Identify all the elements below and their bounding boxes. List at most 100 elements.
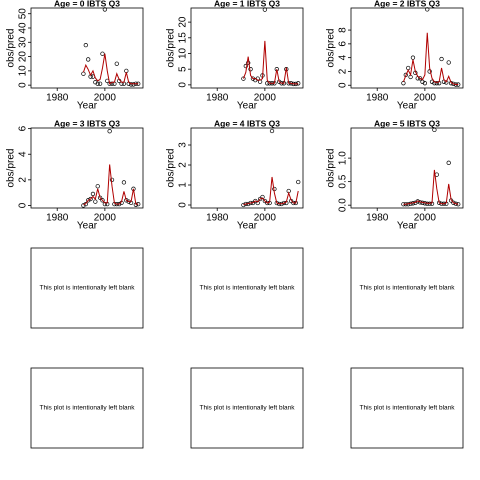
pred-line [83, 164, 139, 206]
x-tick-label: 1980 [206, 213, 229, 224]
x-axis-label: Year [397, 101, 418, 112]
obs-point [439, 56, 444, 62]
blank-frame [190, 247, 304, 329]
obs-point [269, 128, 275, 134]
y-tick-label: 50 [18, 8, 29, 20]
obs-point [262, 7, 268, 12]
y-tick-label: 2 [338, 68, 349, 74]
obs-point [296, 179, 301, 185]
panel-title: Age = 3 IBTS Q3 [54, 118, 120, 128]
y-tick-label: 30 [18, 36, 29, 48]
obs-point [241, 202, 246, 208]
obs-point [248, 67, 253, 72]
obs-point [114, 61, 119, 66]
obs-point [109, 177, 115, 182]
obs-point [95, 184, 100, 189]
x-axis-label: Year [397, 221, 418, 232]
plot-frame [350, 127, 464, 209]
y-tick-label: 0 [18, 82, 29, 88]
blank-frame [190, 367, 304, 449]
x-tick-label: 2000 [254, 213, 277, 224]
y-axis-label: obs/pred [326, 29, 337, 68]
obs-point [95, 81, 100, 86]
panel-title: Age = 5 IBTS Q3 [374, 118, 440, 128]
obs-point [265, 200, 270, 206]
obs-point [417, 76, 423, 81]
x-axis-label: Year [77, 221, 98, 232]
pred-line [402, 32, 459, 86]
y-tick-label: 10 [178, 47, 189, 59]
obs-point [102, 7, 108, 12]
obs-point [128, 82, 134, 87]
obs-point [432, 127, 437, 133]
panel-title: Age = 1 IBTS Q3 [214, 0, 280, 8]
y-tick-label: 8 [338, 27, 349, 33]
y-tick-label: 0 [18, 202, 29, 208]
plot-frame [30, 7, 144, 89]
blank-frame [350, 247, 464, 329]
blank-text: This plot is intentionally left blank [359, 285, 455, 292]
y-axis-label: obs/pred [6, 29, 17, 68]
y-axis-label: obs/pred [326, 149, 337, 188]
x-axis-label: Year [237, 101, 258, 112]
x-tick-label: 2000 [254, 93, 277, 104]
obs-point [107, 129, 112, 134]
obs-point [86, 57, 91, 62]
x-tick-label: 2000 [414, 213, 437, 224]
y-tick-label: 1 [178, 182, 189, 188]
x-tick-label: 2000 [94, 93, 117, 104]
obs-point [86, 198, 91, 203]
obs-point [410, 55, 416, 60]
y-tick-label: 5 [178, 66, 189, 72]
blank-text: This plot is intentionally left blank [39, 405, 135, 412]
panel-title: Age = 2 IBTS Q3 [374, 0, 440, 8]
x-tick-label: 1980 [366, 213, 389, 224]
obs-point [296, 81, 301, 86]
obs-point [281, 200, 287, 206]
x-axis-label: Year [237, 221, 258, 232]
obs-point [90, 191, 96, 197]
x-tick-label: 2000 [414, 93, 437, 104]
y-axis-label: obs/pred [166, 29, 177, 68]
y-tick-label: 4 [338, 54, 349, 60]
y-axis-label: obs/pred [6, 149, 17, 188]
obs-point [422, 81, 428, 86]
y-tick-label: 20 [178, 16, 189, 28]
obs-point [83, 42, 88, 48]
obs-point [121, 180, 127, 185]
x-tick-label: 1980 [366, 93, 389, 104]
blank-frame [30, 247, 144, 329]
y-tick-label: 2 [178, 162, 189, 168]
blank-frame [350, 367, 464, 449]
y-tick-label: 4 [18, 151, 29, 157]
pred-line [403, 169, 459, 205]
x-axis-label: Year [77, 101, 98, 112]
x-tick-label: 1980 [46, 93, 69, 104]
blank-text: This plot is intentionally left blank [359, 405, 455, 412]
y-tick-label: 15 [178, 32, 189, 44]
y-tick-label: 0 [178, 202, 189, 208]
x-tick-label: 1980 [206, 93, 229, 104]
obs-point [241, 76, 246, 81]
obs-point [93, 199, 98, 204]
obs-point [81, 71, 86, 76]
y-tick-label: 0.5 [338, 174, 349, 188]
obs-point [97, 81, 103, 86]
blank-text: This plot is intentionally left blank [39, 285, 135, 292]
x-tick-label: 1980 [46, 213, 69, 224]
obs-point [425, 7, 430, 12]
x-tick-label: 2000 [94, 213, 117, 224]
y-tick-label: 3 [178, 142, 189, 148]
obs-point [131, 82, 136, 87]
y-tick-label: 0 [178, 82, 189, 88]
y-tick-label: 6 [18, 125, 29, 131]
obs-point [446, 60, 451, 65]
panel-title: Age = 0 IBTS Q3 [54, 0, 120, 8]
y-tick-label: 6 [338, 41, 349, 47]
y-tick-label: 0 [338, 82, 349, 88]
obs-point [446, 160, 451, 165]
pred-line [243, 176, 299, 206]
obs-point [246, 60, 251, 66]
blank-frame [30, 367, 144, 449]
